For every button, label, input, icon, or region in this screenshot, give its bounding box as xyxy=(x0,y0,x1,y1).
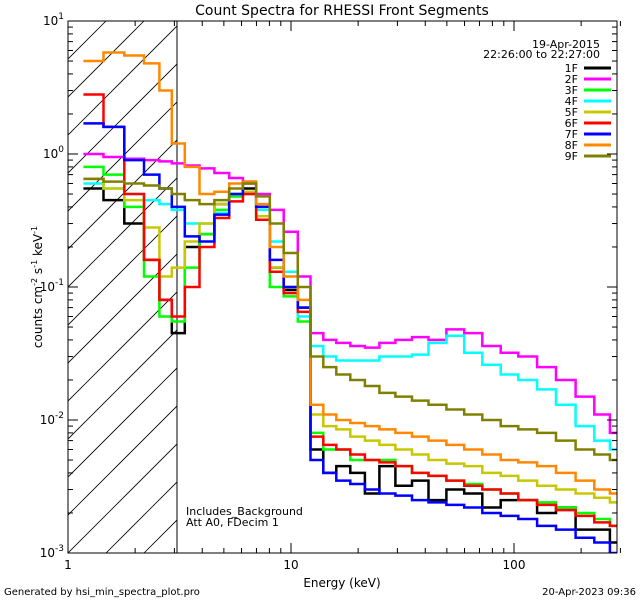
legend-label-3f: 3F xyxy=(565,84,578,97)
series-line-4f xyxy=(83,182,617,451)
x-tick-label-0: 1 xyxy=(64,558,72,572)
legend-label-5f: 5F xyxy=(565,106,578,119)
plot-frame xyxy=(67,20,618,554)
hatch-line-14 xyxy=(68,443,177,553)
series-line-9f xyxy=(83,177,617,462)
x-tick-label-2: 100 xyxy=(503,558,526,572)
y-label-part-4: -1 xyxy=(30,260,39,268)
y-tick-label-4: 101 xyxy=(43,12,64,28)
y-tick-label-exp: 0 xyxy=(58,145,64,155)
hatch-line-3 xyxy=(68,25,177,136)
footer-generated-by: Generated by hsi_min_spectra_plot.pro xyxy=(4,587,200,598)
y-tick-label-3: 100 xyxy=(43,145,64,161)
y-tick-label-base: 10 xyxy=(43,14,58,28)
y-label-part-5: keV xyxy=(31,233,45,260)
legend-label-1f: 1F xyxy=(565,62,578,75)
y-tick-label-2: 10-1 xyxy=(40,278,64,294)
series-line-7f xyxy=(83,122,617,553)
series-lines xyxy=(83,51,617,553)
legend-label-8f: 8F xyxy=(565,139,578,152)
y-tick-label-0: 10-3 xyxy=(40,544,64,560)
hatch-line-10 xyxy=(68,291,177,402)
footer-timestamp: 20-Apr-2023 09:36 xyxy=(542,587,636,598)
hatched-region xyxy=(68,21,177,553)
y-axis-label: counts cm-2 s-1 keV-1 xyxy=(30,226,45,348)
y-label-part-2: -2 xyxy=(30,278,39,286)
axis-ticks xyxy=(67,21,621,554)
y-tick-label-1: 10-2 xyxy=(40,411,64,427)
y-tick-label-base: 10 xyxy=(43,147,58,161)
hatch-line-8 xyxy=(68,215,177,326)
y-label-part-1: counts cm xyxy=(31,286,45,348)
legend-label-4f: 4F xyxy=(565,95,578,108)
x-axis-label: Energy (keV) xyxy=(303,576,380,590)
y-tick-label-base: 10 xyxy=(40,546,55,560)
series-line-2f xyxy=(83,152,617,435)
chart-title: Count Spectra for RHESSI Front Segments xyxy=(195,3,489,19)
legend-label-9f: 9F xyxy=(565,150,578,163)
y-tick-label-base: 10 xyxy=(40,280,55,294)
y-tick-label-exp: 1 xyxy=(58,12,64,22)
series-line-6f xyxy=(83,93,617,528)
y-tick-label-base: 10 xyxy=(40,413,55,427)
annotation-attenuator: Att A0, FDecim 1 xyxy=(186,516,279,529)
hatch-line-5 xyxy=(68,101,177,212)
hatch-line-12 xyxy=(68,367,177,478)
hatch-line-13 xyxy=(68,405,177,516)
y-tick-label-exp: -1 xyxy=(55,278,64,288)
x-tick-label-1: 10 xyxy=(283,558,298,572)
annotation-background: Includes_Background xyxy=(186,505,303,518)
x-tick-labels: 1 10 100 xyxy=(64,558,525,572)
legend-label-7f: 7F xyxy=(565,128,578,141)
hatch-line-9 xyxy=(68,253,177,364)
series-line-8f xyxy=(83,51,617,495)
legend-label-2f: 2F xyxy=(565,73,578,86)
y-label-part-3: s xyxy=(31,268,45,278)
hatch-line-4 xyxy=(68,63,177,174)
y-tick-label-exp: -2 xyxy=(55,411,64,421)
time-range-label: 22:26:00 to 22:27:00 xyxy=(483,48,600,61)
y-tick-label-exp: -3 xyxy=(55,544,64,554)
series-line-5f xyxy=(83,177,617,504)
series-line-1f xyxy=(83,187,617,544)
y-label-part-6: -1 xyxy=(30,226,39,234)
date-label: 19-Apr-2015 xyxy=(532,38,600,51)
legend-label-6f: 6F xyxy=(565,117,578,130)
